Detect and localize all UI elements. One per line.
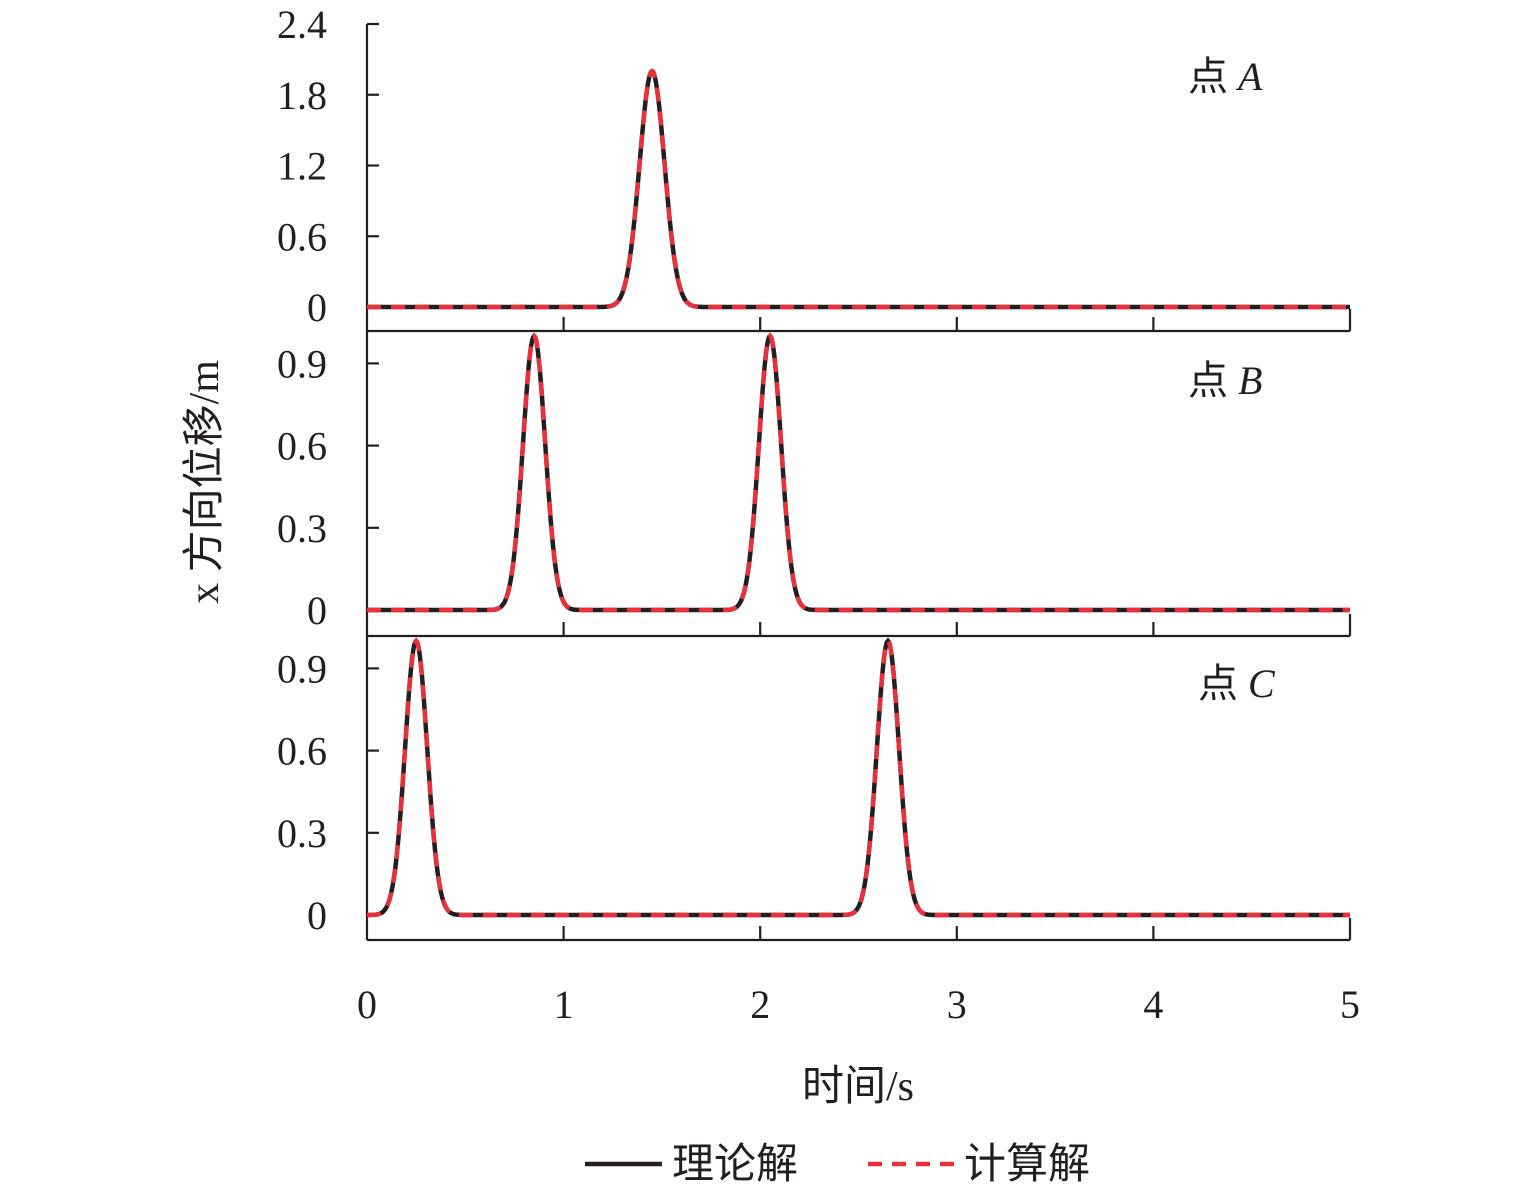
y-tick-label: 0 (307, 588, 327, 633)
x-tick-label: 3 (947, 982, 967, 1027)
x-axis-title: 时间/s (802, 1064, 914, 1110)
legend-label-theory: 理论解 (672, 1142, 798, 1188)
y-tick-label: 1.2 (277, 144, 327, 189)
x-axis: 0 1 2 3 4 5 (357, 982, 1360, 1027)
x-tick-label: 0 (357, 982, 377, 1027)
panel-a: 0 0.6 1.2 1.8 2.4 点 A (277, 2, 1352, 333)
panel-label: 点 A (1188, 54, 1263, 99)
y-axis-title: x 方向位移/m (181, 360, 228, 604)
y-tick-label: 2.4 (277, 2, 327, 47)
panel-label: 点 B (1188, 358, 1262, 403)
y-tick-label: 0 (307, 285, 327, 330)
legend-label-calc: 计算解 (964, 1142, 1090, 1188)
y-tick-label: 0.9 (277, 646, 327, 691)
panel-b: 0 0.3 0.6 0.9 点 B (277, 331, 1352, 638)
series-theory-line (367, 68, 1350, 310)
series-calc-line (367, 332, 1350, 613)
legend: 理论解 计算解 (585, 1142, 1090, 1188)
y-tick-label: 0.3 (277, 811, 327, 856)
x-tick-label: 5 (1340, 982, 1360, 1027)
series-calc-line (367, 68, 1350, 310)
x-tick-label: 2 (750, 982, 770, 1027)
panel-label: 点 C (1198, 661, 1276, 706)
chart-panels: 0 0.6 1.2 1.8 2.4 点 A 0 0.3 0.6 0.9 点 B 0 0.3 0.6 0.9 点… (277, 2, 1352, 942)
x-tick-label: 1 (554, 982, 574, 1027)
y-tick-label: 0.6 (277, 214, 327, 259)
y-tick-label: 0.6 (277, 729, 327, 774)
y-tick-label: 0.6 (277, 424, 327, 469)
y-tick-label: 1.8 (277, 73, 327, 118)
y-tick-label: 0.9 (277, 341, 327, 386)
y-tick-label: 0.3 (277, 506, 327, 551)
y-tick-label: 0 (307, 893, 327, 938)
x-tick-label: 4 (1143, 982, 1163, 1027)
panel-c: 0 0.3 0.6 0.9 点 C (277, 636, 1352, 942)
series-calc-line (367, 637, 1350, 918)
